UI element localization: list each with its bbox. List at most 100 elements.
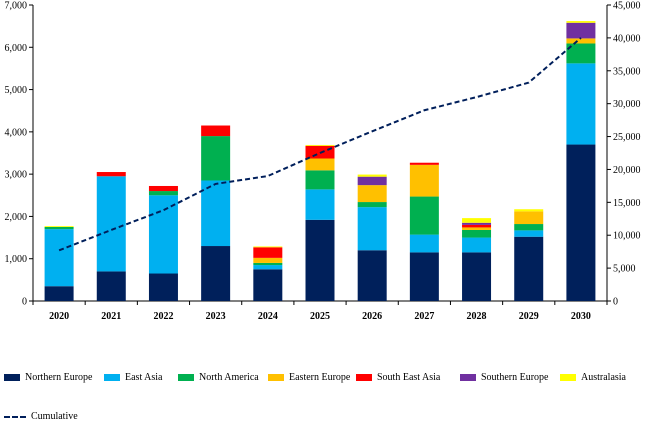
bar-segment <box>514 230 544 237</box>
y-tick-label-left: 1,000 <box>5 254 28 265</box>
y-tick-label-left: 4,000 <box>5 127 28 138</box>
bar-segment <box>201 246 231 301</box>
y-tick-label-left: 7,000 <box>5 1 28 12</box>
bar-segment <box>253 246 283 248</box>
bar-segment <box>462 237 492 253</box>
y-tick-label-right: 15,000 <box>613 198 641 209</box>
legend-swatch <box>268 374 284 381</box>
legend-swatch <box>104 374 120 381</box>
y-tick-label-right: 0 <box>613 297 618 308</box>
bar-segment <box>44 226 74 227</box>
bar-segment <box>514 211 544 225</box>
bar-segment <box>305 219 335 301</box>
bar-segment <box>305 170 335 190</box>
legend-label: East Asia <box>125 372 163 383</box>
bar-segment <box>566 144 596 301</box>
y-tick-label-right: 35,000 <box>613 66 641 77</box>
bar-segment <box>253 257 283 263</box>
bar-segment <box>462 218 492 223</box>
y-tick-label-right: 45,000 <box>613 1 641 12</box>
legend-label: Southern Europe <box>481 372 549 383</box>
x-tick-label: 2027 <box>414 311 434 322</box>
bar-segment <box>96 271 126 301</box>
legend-item: Southern Europe <box>460 372 549 383</box>
bar-segment <box>253 269 283 301</box>
bar-segment <box>462 229 492 238</box>
x-tick-label: 2026 <box>362 311 382 322</box>
y-tick-label-right: 10,000 <box>613 231 641 242</box>
legend-swatch <box>356 374 372 381</box>
bar-segment <box>44 229 74 287</box>
bar-segment <box>566 38 596 44</box>
y-tick-label-left: 3,000 <box>5 170 28 181</box>
y-tick-label-right: 25,000 <box>613 132 641 143</box>
y-tick-label-right: 5,000 <box>613 264 636 275</box>
bar-segment <box>305 144 335 146</box>
bar-segment <box>357 176 387 186</box>
legend: Northern Europe East Asia North America Eas… <box>0 360 653 425</box>
legend-label: Northern Europe <box>25 372 93 383</box>
bar-segment <box>201 180 231 247</box>
bar-segment <box>462 224 492 228</box>
legend-item: Northern Europe <box>4 372 92 383</box>
bar-segment <box>357 174 387 177</box>
axes-group: 0 1,000 2,000 3,000 4,000 5,000 6,000 7,000 0 5,0… <box>5 1 641 323</box>
y-tick-label-left: 2,000 <box>5 212 28 223</box>
bar-segment <box>148 185 178 192</box>
bar-segment <box>96 172 126 177</box>
y-tick-label-right: 40,000 <box>613 33 641 44</box>
bar-segment <box>409 196 439 235</box>
bar-segment <box>201 125 231 137</box>
legend-line-swatch <box>4 415 26 418</box>
bar-segment <box>566 21 596 23</box>
y-tick-label-left: 6,000 <box>5 43 28 54</box>
bar-segment <box>462 227 492 230</box>
legend-item: Eastern Europe <box>268 372 350 383</box>
x-tick-label: 2022 <box>153 311 173 322</box>
bar-segment <box>96 176 126 272</box>
x-tick-label: 2028 <box>467 311 487 322</box>
x-tick-label: 2023 <box>206 311 226 322</box>
bar-segment <box>514 224 544 231</box>
bar-segment <box>566 43 596 64</box>
cumulative-line <box>58 37 582 252</box>
legend-label: Cumulative <box>31 411 78 422</box>
bar-segment <box>44 227 74 230</box>
legend-item: South East Asia <box>356 372 440 383</box>
y-tick-label-right: 20,000 <box>613 165 641 176</box>
bar-segment <box>566 22 596 39</box>
legend-item: Australasia <box>560 372 626 383</box>
x-tick-label: 2024 <box>258 311 278 322</box>
bar-segment <box>409 164 439 197</box>
legend-swatch <box>460 374 476 381</box>
cumulative-line-group <box>58 37 582 252</box>
bar-segment <box>514 209 544 212</box>
bar-segment <box>201 136 231 181</box>
legend-label: Eastern Europe <box>289 372 351 383</box>
bar-segment <box>357 250 387 301</box>
legend-item: North America <box>178 372 259 383</box>
bar-segment <box>409 162 439 165</box>
bar-segment <box>44 286 74 301</box>
bar-segment <box>148 273 178 301</box>
bar-segment <box>409 234 439 253</box>
x-tick-label: 2030 <box>571 311 591 322</box>
bar-segment <box>357 202 387 208</box>
bar-segment <box>305 158 335 171</box>
bar-segment <box>514 236 544 301</box>
stacked-bar-chart: 0 1,000 2,000 3,000 4,000 5,000 6,000 7,000 0 5,0… <box>5 1 641 323</box>
x-tick-label: 2021 <box>101 311 121 322</box>
bar-segment <box>462 222 492 225</box>
y-tick-label-left: 5,000 <box>5 85 28 96</box>
bar-segment <box>253 265 283 270</box>
bar-segment <box>253 247 283 258</box>
bars-group <box>44 21 596 301</box>
legend-label: Australasia <box>581 372 626 383</box>
legend-label: South East Asia <box>377 372 441 383</box>
bar-segment <box>357 185 387 203</box>
bar-segment <box>462 252 492 301</box>
y-tick-label-right: 30,000 <box>613 99 641 110</box>
legend-label: North America <box>199 372 259 383</box>
bar-segment <box>409 252 439 301</box>
